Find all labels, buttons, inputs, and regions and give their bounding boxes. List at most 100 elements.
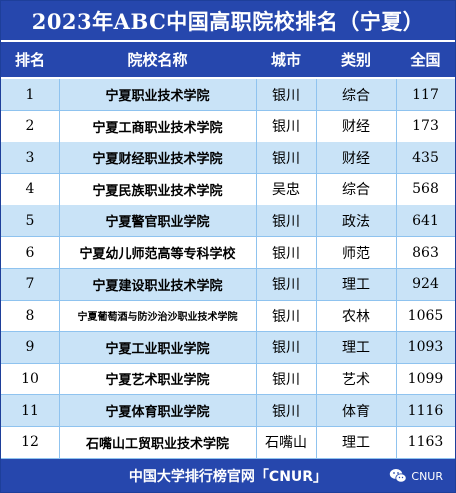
national-rank-cell: 1065: [407, 307, 444, 324]
school-name-cell: 宁夏民族职业技术学院: [92, 183, 223, 199]
header-type: 类别: [340, 51, 371, 69]
national-rank-cell: 1099: [407, 370, 444, 387]
school-name-cell: 宁夏葡萄酒与防沙治沙职业技术学院: [77, 312, 238, 324]
column-divider: [396, 331, 397, 363]
column-divider: [256, 173, 257, 205]
header-city: 城市: [270, 51, 301, 69]
type-cell: 理工: [342, 435, 370, 452]
city-cell: 银川: [272, 340, 300, 357]
rank-cell: 4: [25, 181, 35, 198]
column-divider: [59, 110, 60, 142]
school-name-cell: 石嘴山工贸职业技术学院: [85, 436, 229, 452]
rank-cell: 2: [25, 118, 35, 135]
column-divider: [396, 300, 397, 332]
table-row: 8 宁夏葡萄酒与防沙治沙职业技术学院 银川 农林 1065: [1, 300, 455, 333]
column-divider: [256, 142, 257, 174]
column-divider: [396, 205, 397, 237]
column-divider: [396, 395, 397, 426]
table-row: 9 宁夏工业职业学院 银川 理工 1093: [1, 331, 455, 364]
column-divider: [316, 395, 317, 426]
type-cell: 理工: [342, 277, 370, 294]
city-cell: 银川: [272, 403, 300, 420]
column-divider: [256, 237, 257, 268]
city-cell: 银川: [272, 119, 300, 136]
type-cell: 农林: [342, 308, 370, 325]
table-row: 1 宁夏职业技术学院 银川 综合 117: [1, 79, 455, 111]
city-cell: 银川: [272, 308, 300, 325]
column-divider: [59, 237, 60, 268]
column-divider: [396, 268, 397, 300]
national-rank-cell: 173: [412, 118, 439, 135]
table-row: 6 宁夏幼儿师范高等专科学校 银川 师范 863: [1, 237, 455, 269]
column-divider: [396, 426, 397, 458]
city-cell: 银川: [272, 213, 300, 230]
school-name-cell: 宁夏体育职业学院: [105, 405, 210, 420]
column-divider: [59, 331, 60, 363]
rank-cell: 10: [21, 370, 39, 387]
table-row: 12 石嘴山工贸职业技术学院 石嘴山 理工 1163: [1, 426, 455, 459]
city-cell: 银川: [272, 150, 300, 167]
city-cell: 银川: [272, 371, 300, 388]
column-divider: [256, 300, 257, 332]
type-cell: 综合: [342, 87, 370, 104]
national-rank-cell: 568: [412, 181, 439, 198]
table-row: 3 宁夏财经职业技术学院 银川 财经 435: [1, 142, 455, 175]
column-divider: [316, 426, 317, 458]
rank-cell: 9: [25, 339, 35, 356]
rank-cell: 1: [25, 86, 35, 103]
table-header: 排名 院校名称 城市 类别 全国: [1, 42, 455, 77]
column-divider: [316, 363, 317, 395]
header-score: 全国: [410, 51, 441, 69]
column-divider: [59, 363, 60, 395]
column-divider: [59, 79, 60, 110]
footer-text: 中国大学排行榜官网「CNUR」: [128, 468, 328, 485]
column-divider: [59, 300, 60, 332]
school-name-cell: 宁夏幼儿师范高等专科学校: [79, 247, 236, 262]
table-row: 11 宁夏体育职业学院 银川 体育 1116: [1, 395, 455, 427]
table-row: 2 宁夏工商职业技术学院 银川 财经 173: [1, 110, 455, 143]
column-divider: [256, 395, 257, 426]
watermark: CNUR: [389, 467, 443, 485]
column-divider: [256, 331, 257, 363]
school-name-cell: 宁夏财经职业技术学院: [92, 152, 223, 168]
column-divider: [59, 205, 60, 237]
column-divider: [256, 363, 257, 395]
column-divider: [316, 237, 317, 268]
column-divider: [316, 268, 317, 300]
city-cell: 银川: [272, 245, 300, 262]
national-rank-cell: 117: [412, 86, 439, 103]
table-title: 2023年ABC中国高职院校排名（宁夏）: [1, 1, 455, 40]
column-divider: [256, 268, 257, 300]
column-divider: [316, 173, 317, 205]
school-name-cell: 宁夏艺术职业学院: [105, 373, 210, 389]
column-divider: [256, 79, 257, 110]
column-divider: [396, 142, 397, 174]
column-divider: [316, 300, 317, 332]
rank-cell: 5: [25, 212, 35, 229]
table-row: 5 宁夏警官职业学院 银川 政法 641: [1, 205, 455, 238]
table-footer: 中国大学排行榜官网「CNUR」 CNUR: [1, 459, 455, 492]
type-cell: 政法: [342, 213, 370, 230]
type-cell: 综合: [342, 182, 370, 199]
type-cell: 财经: [342, 150, 370, 167]
national-rank-cell: 435: [412, 149, 439, 166]
type-cell: 师范: [342, 245, 370, 262]
header-rank: 排名: [14, 51, 45, 69]
school-name-cell: 宁夏工商职业技术学院: [92, 120, 223, 136]
national-rank-cell: 1116: [407, 402, 444, 419]
column-divider: [59, 268, 60, 300]
column-divider: [316, 110, 317, 142]
national-rank-cell: 641: [412, 212, 439, 229]
rank-cell: 8: [25, 307, 35, 324]
header-name: 院校名称: [127, 51, 188, 69]
column-divider: [256, 205, 257, 237]
column-divider: [396, 110, 397, 142]
column-divider: [59, 142, 60, 174]
column-divider: [396, 237, 397, 268]
city-cell: 银川: [272, 87, 300, 104]
national-rank-cell: 1163: [407, 434, 444, 451]
rank-cell: 3: [25, 149, 35, 166]
school-name-cell: 宁夏职业技术学院: [105, 89, 210, 104]
rank-cell: 12: [21, 434, 39, 451]
